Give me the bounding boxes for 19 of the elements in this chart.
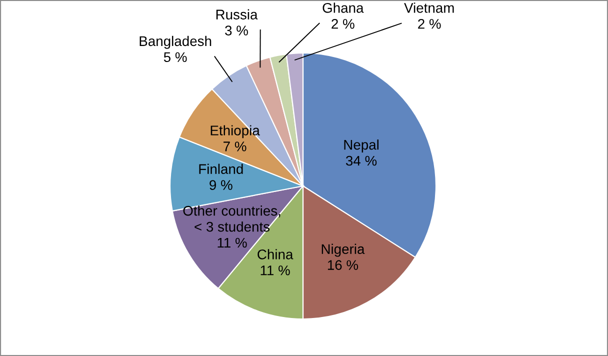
data-label: 9 % <box>210 180 232 190</box>
data-label: 2 % <box>332 18 354 29</box>
data-label: 11 % <box>260 266 290 276</box>
slice-label: Bangladesh <box>140 36 212 49</box>
slice-label: China <box>258 249 294 260</box>
slice-label: Nigeria <box>322 244 365 257</box>
data-label: 34 % <box>346 156 377 166</box>
slice-label: Finland <box>199 164 243 174</box>
slice-label: Russia <box>216 9 258 20</box>
slice-label: Ghana <box>322 2 364 13</box>
data-label: 16 % <box>328 260 358 270</box>
data-label: 5 % <box>164 52 187 62</box>
slice-label: Vietnam <box>404 2 454 13</box>
slice-label: Other countries, < 3 students <box>183 206 280 232</box>
slice-label: Nepal <box>344 140 378 152</box>
data-label: 11 % <box>218 238 247 248</box>
data-label: 2 % <box>418 18 441 29</box>
data-label: 7 % <box>224 142 246 152</box>
data-label: 3 % <box>225 26 248 36</box>
